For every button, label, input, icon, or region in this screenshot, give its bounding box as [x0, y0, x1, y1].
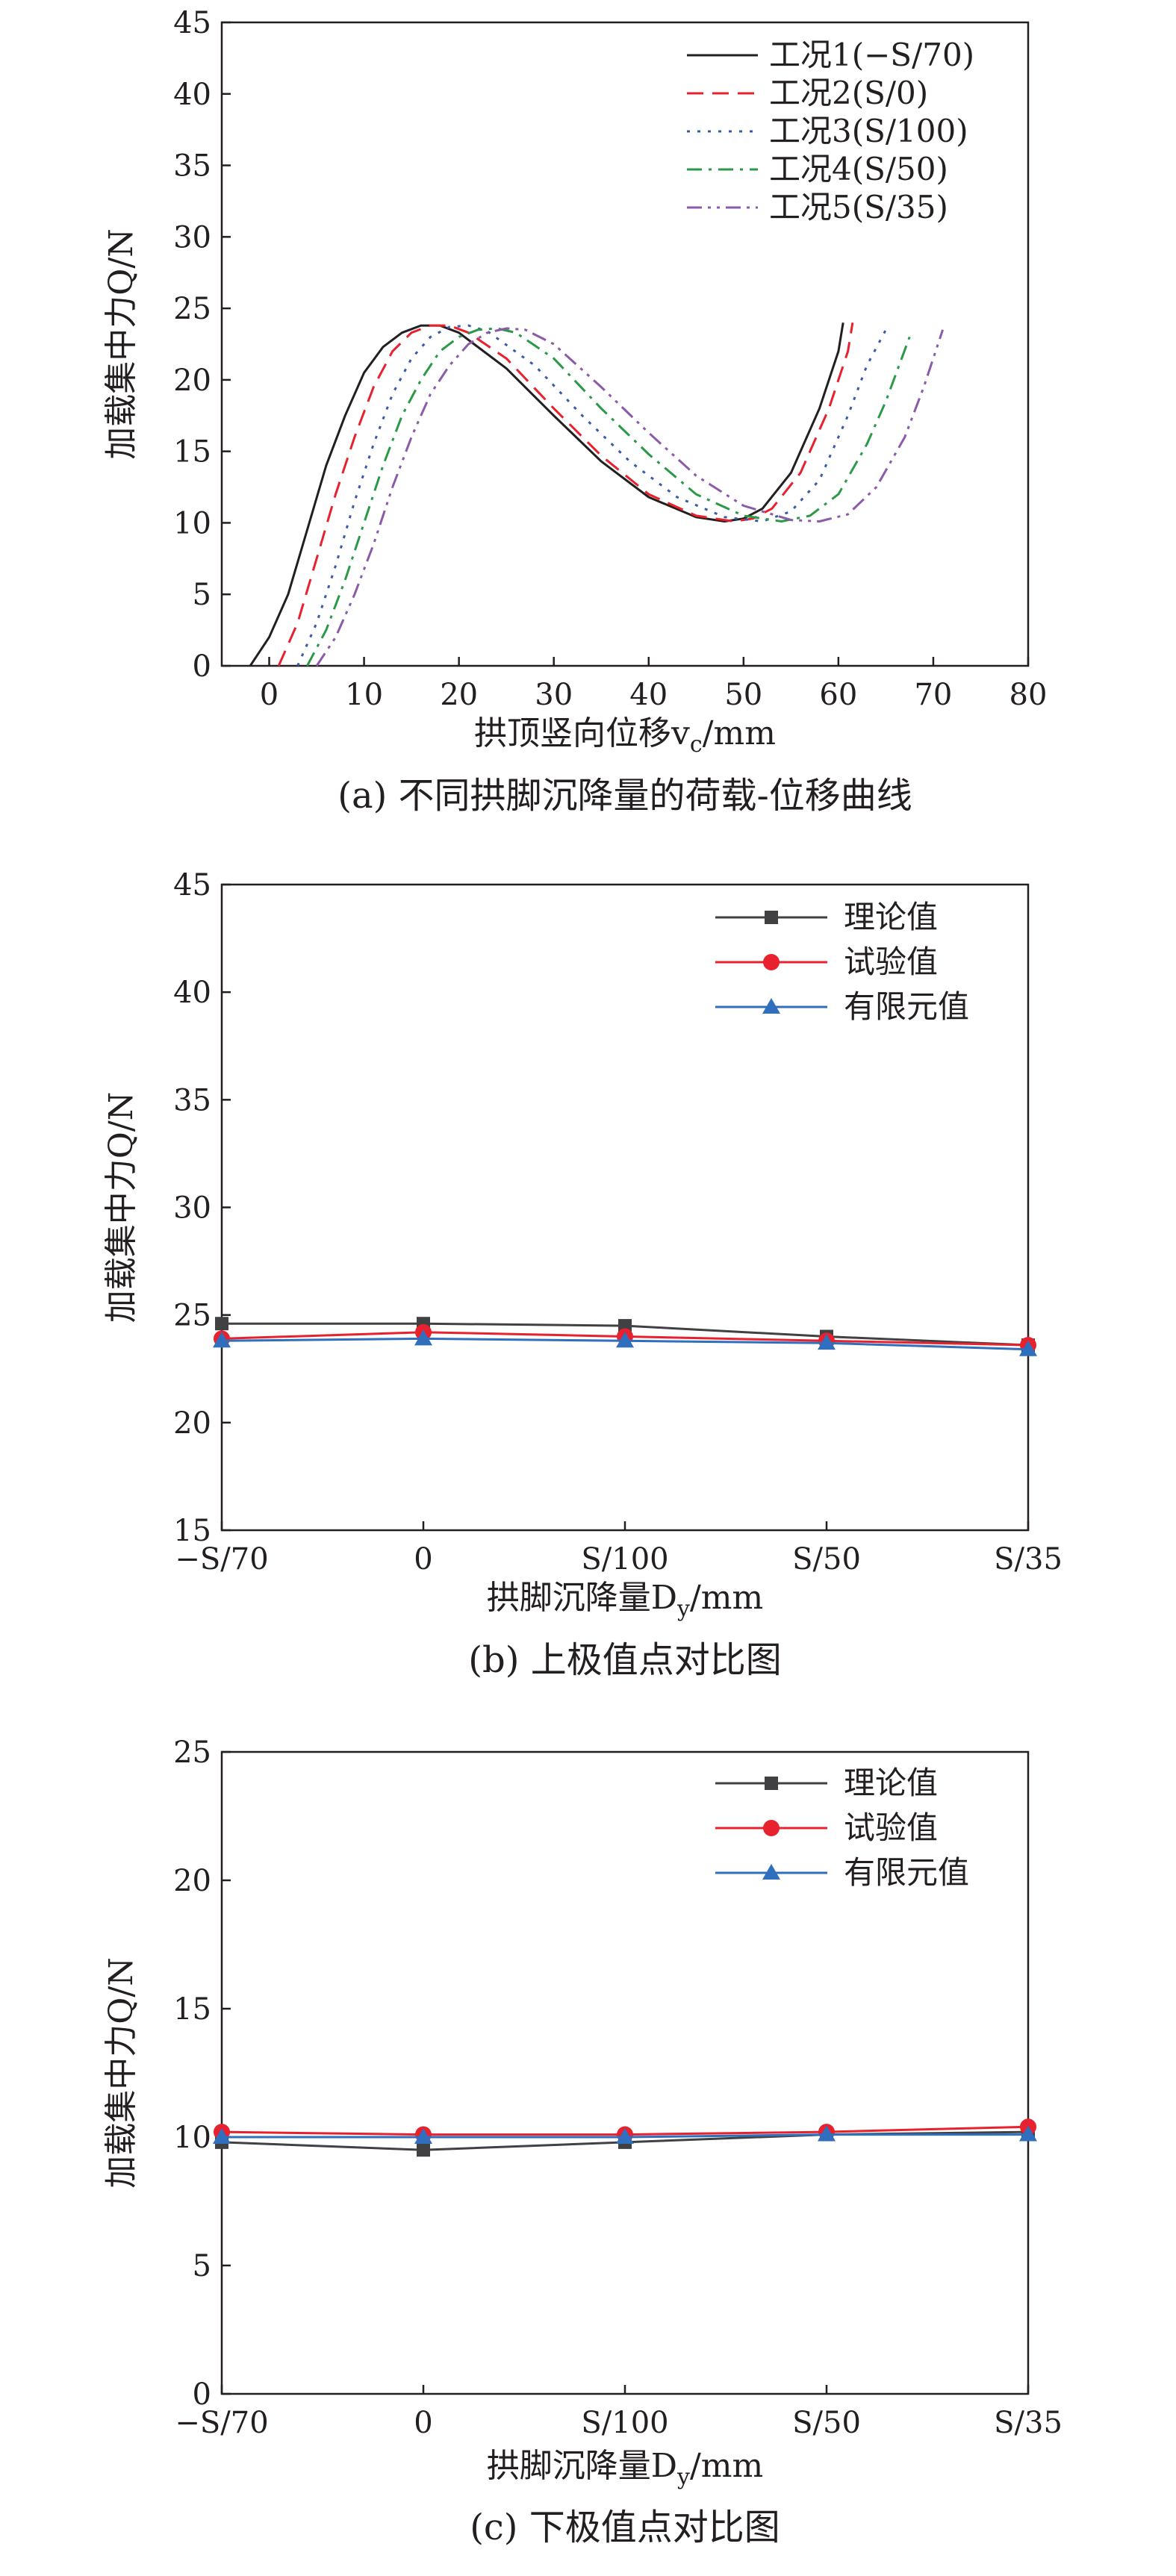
y-tick-label: 15 — [173, 435, 211, 470]
plot-frame — [220, 21, 1030, 667]
x-tick-label: 10 — [345, 678, 383, 712]
legend-label-4: 工况4(S/50) — [769, 151, 948, 187]
y-axis-label: 加载集中力Q/N — [102, 1092, 140, 1323]
y-tick-label: 40 — [173, 78, 211, 112]
y-tick-label: 10 — [173, 2121, 211, 2155]
x-tick-label: 50 — [724, 678, 762, 712]
chart-caption: (a) 不同拱脚沉降量的荷载-位移曲线 — [337, 775, 912, 817]
x-tick-label: 30 — [535, 678, 573, 712]
x-tick-label: 0 — [414, 1542, 432, 1577]
data-point — [765, 1777, 778, 1790]
x-tick-label: S/100 — [581, 2406, 668, 2440]
y-tick-label: 35 — [173, 1083, 211, 1117]
x-tick-label: 0 — [414, 2406, 432, 2440]
legend-label-1: 工况1(−S/70) — [769, 37, 974, 73]
y-tick-label: 20 — [173, 1406, 211, 1441]
data-point — [818, 2125, 836, 2142]
y-axis-label: 加载集中力Q/N — [102, 228, 140, 459]
x-axis-label: 拱脚沉降量Dy/mm — [487, 2447, 764, 2490]
y-tick-label: 45 — [173, 868, 211, 902]
y-tick-label: 15 — [173, 1992, 211, 2027]
x-tick-label: S/100 — [581, 1542, 668, 1577]
data-point — [763, 1820, 780, 1836]
x-tick-label: S/50 — [792, 1542, 861, 1577]
y-tick-label: 25 — [173, 292, 211, 326]
x-tick-label: 70 — [914, 678, 952, 712]
chart-upper-extremum: 15 20 25 30 35 40 45 加载集中力Q/N 拱脚沉降量Dy/mm (b) 上极值点… — [102, 868, 1063, 1681]
x-tick-label: −S/70 — [175, 1542, 268, 1577]
x-axis-label: 拱顶竖向位移vc/mm — [474, 714, 776, 758]
y-tick-label: 45 — [173, 6, 211, 40]
x-tick-label: 20 — [440, 678, 478, 712]
legend-label-2: 试验值 — [844, 944, 938, 980]
x-tick-label: S/35 — [994, 1542, 1063, 1577]
x-tick-label: 0 — [260, 678, 279, 712]
y-tick-label: 5 — [193, 578, 211, 612]
y-tick-label: 40 — [173, 976, 211, 1010]
data-point — [215, 1317, 228, 1331]
x-tick-label: S/35 — [994, 2406, 1063, 2440]
series-line-4 — [306, 327, 911, 667]
plot-frame — [220, 1750, 1030, 2395]
y-axis-label: 加载集中力Q/N — [102, 1957, 140, 2188]
legend-label-2: 工况2(S/0) — [769, 75, 928, 111]
y-tick-label: 10 — [173, 506, 211, 540]
y-tick-label: 30 — [173, 220, 211, 255]
data-point — [213, 1332, 231, 1348]
legend-label-1: 理论值 — [844, 1765, 938, 1801]
x-axis-label: 拱脚沉降量Dy/mm — [487, 1579, 764, 1622]
data-point — [762, 1864, 780, 1880]
series-line-1 — [249, 322, 844, 667]
series-line-2 — [277, 322, 854, 667]
data-point — [1019, 1340, 1037, 1356]
plot-frame — [220, 883, 1030, 1532]
legend-label-1: 理论值 — [844, 899, 938, 935]
chart-lower-extremum: 0 5 10 15 20 25 加载集中力Q/N 拱脚沉降量Dy/mm (c) 下极值点对比图 −… — [102, 1735, 1063, 2548]
x-tick-label: S/50 — [792, 2406, 861, 2440]
y-tick-label: 25 — [173, 1299, 211, 1333]
series-line-3 — [296, 324, 887, 667]
y-tick-label: 25 — [173, 1735, 211, 1770]
data-point — [616, 2128, 634, 2144]
y-tick-label: 30 — [173, 1191, 211, 1226]
y-tick-label: 5 — [193, 2249, 211, 2283]
data-point — [1019, 2125, 1037, 2142]
legend-label-3: 有限元值 — [844, 1854, 969, 1891]
x-tick-label: 40 — [629, 678, 668, 712]
y-tick-label: 0 — [193, 2377, 211, 2412]
data-point — [417, 2143, 430, 2157]
chart-caption: (b) 上极值点对比图 — [468, 1639, 781, 1681]
legend-label-2: 试验值 — [844, 1809, 938, 1846]
x-tick-label: 80 — [1009, 678, 1048, 712]
x-tick-label: 60 — [819, 678, 857, 712]
legend-label-3: 有限元值 — [844, 988, 969, 1025]
data-point — [762, 998, 780, 1014]
x-tick-label: −S/70 — [175, 2406, 268, 2440]
chart-caption: (c) 下极值点对比图 — [470, 2507, 780, 2548]
y-tick-label: 0 — [193, 649, 211, 684]
data-point — [213, 2128, 231, 2144]
data-point — [414, 1329, 432, 1346]
legend-label-3: 工况3(S/100) — [769, 113, 968, 149]
data-point — [763, 954, 780, 970]
data-point — [616, 1332, 634, 1348]
y-tick-label: 20 — [173, 1864, 211, 1898]
data-point — [818, 1334, 836, 1350]
series-line-5 — [315, 327, 945, 667]
data-point — [414, 2128, 432, 2144]
y-tick-label: 15 — [173, 1514, 211, 1548]
legend-label-5: 工况5(S/35) — [769, 189, 948, 225]
data-point — [765, 911, 778, 924]
chart-load-displacement: 0 5 10 15 20 25 30 35 40 45 加载集中力Q/N 拱顶竖向位移vc/mm (a)… — [102, 6, 1047, 817]
y-tick-label: 20 — [173, 364, 211, 398]
y-tick-label: 35 — [173, 149, 211, 184]
